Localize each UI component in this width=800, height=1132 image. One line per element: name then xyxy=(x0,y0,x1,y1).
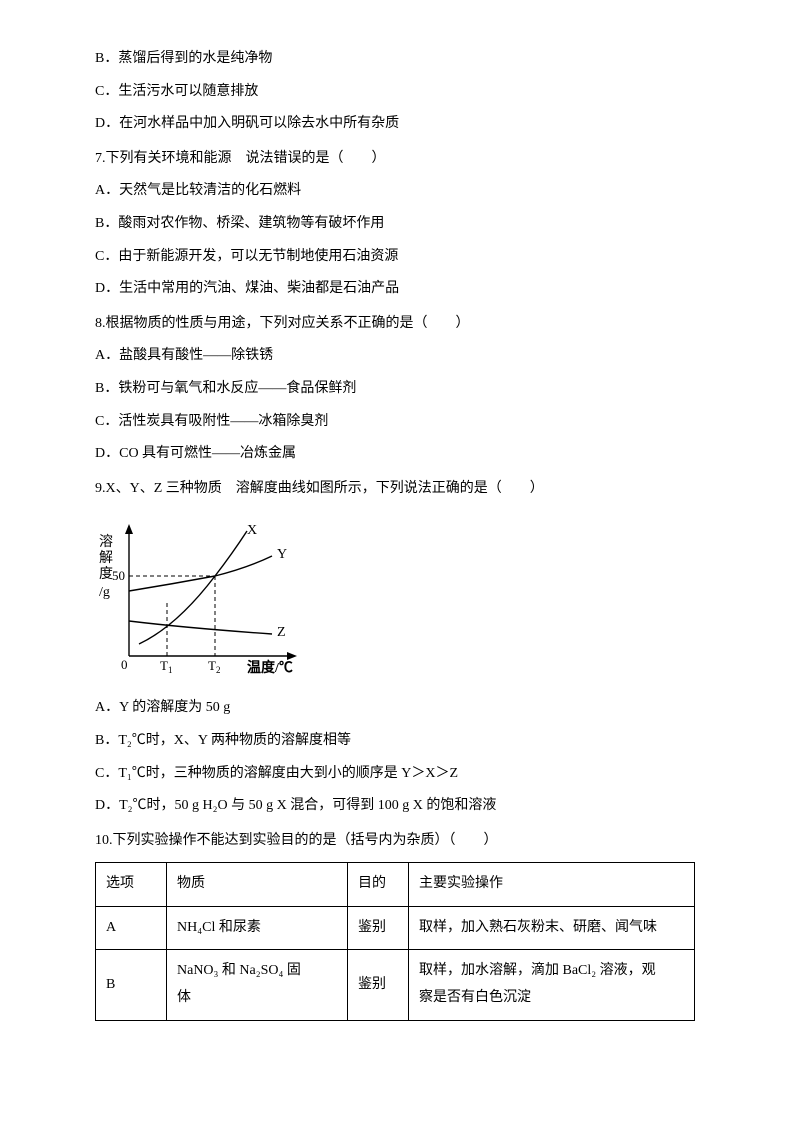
solubility-chart: 溶 解 度 /g 50 0 X Y Z T1 T2 温度/℃ xyxy=(87,516,730,681)
q8-stem: 8.根据物质的性质与用途，下列对应关系不正确的是（ ） xyxy=(95,311,730,338)
table-row: B NaNO₃ 和 Na₂SO₄ 固 体 鉴别 取样，加水溶解，滴加 BaCl₂… xyxy=(96,950,695,1020)
q8-option-a: A．盐酸具有酸性——除铁锈 xyxy=(95,343,730,370)
cell-b-op-l2: 察是否有白色沉淀 xyxy=(419,985,684,1012)
q8-option-b: B．铁粉可与氧气和水反应——食品保鲜剂 xyxy=(95,376,730,403)
chart-xtick-t1: T1 xyxy=(160,658,172,675)
q9-option-a: A．Y 的溶解度为 50 g xyxy=(95,695,730,722)
chart-curve-y xyxy=(129,556,272,591)
q9-option-c: C．T₁℃时，三种物质的溶解度由大到小的顺序是 Y＞X＞Z xyxy=(95,761,730,788)
chart-yaxis-arrow xyxy=(125,524,133,534)
q6-option-d: D．在河水样品中加入明矾可以除去水中所有杂质 xyxy=(95,111,730,138)
q7-option-c: C．由于新能源开发，可以无节制地使用石油资源 xyxy=(95,244,730,271)
cell-b-opt: B xyxy=(96,950,167,1020)
q6-option-c: C．生活污水可以随意排放 xyxy=(95,79,730,106)
chart-xaxis-arrow xyxy=(287,652,297,660)
cell-a-substance: NH₄Cl 和尿素 xyxy=(167,906,348,950)
q10-table: 选项 物质 目的 主要实验操作 A NH₄Cl 和尿素 鉴别 取样，加入熟石灰粉… xyxy=(95,862,695,1020)
q9-stem: 9.X、Y、Z 三种物质 溶解度曲线如图所示，下列说法正确的是（ ） xyxy=(95,476,730,503)
cell-a-operation: 取样，加入熟石灰粉末、研磨、闻气味 xyxy=(409,906,695,950)
cell-b-substance-l2: 体 xyxy=(177,985,337,1012)
chart-label-x: X xyxy=(247,523,257,538)
q7-option-a: A．天然气是比较清洁的化石燃料 xyxy=(95,178,730,205)
chart-xlabel: 温度/℃ xyxy=(247,659,293,676)
q9-option-d: D．T₂℃时，50 g H₂O 与 50 g X 混合，可得到 100 g X … xyxy=(95,793,730,820)
q6-option-b: B．蒸馏后得到的水是纯净物 xyxy=(95,46,730,73)
q7-option-d: D．生活中常用的汽油、煤油、柴油都是石油产品 xyxy=(95,276,730,303)
chart-ylabel-2: 解 xyxy=(99,550,113,566)
th-substance: 物质 xyxy=(167,863,348,907)
chart-ylabel-4: /g xyxy=(99,585,110,600)
q8-option-d: D．CO 具有可燃性——冶炼金属 xyxy=(95,441,730,468)
cell-a-purpose: 鉴别 xyxy=(348,906,409,950)
cell-b-operation: 取样，加水溶解，滴加 BaCl₂ 溶液，观 察是否有白色沉淀 xyxy=(409,950,695,1020)
chart-xtick-t2: T2 xyxy=(208,658,220,675)
cell-b-purpose: 鉴别 xyxy=(348,950,409,1020)
q8-option-c: C．活性炭具有吸附性——冰箱除臭剂 xyxy=(95,409,730,436)
table-header-row: 选项 物质 目的 主要实验操作 xyxy=(96,863,695,907)
q7-stem: 7.下列有关环境和能源 说法错误的是（ ） xyxy=(95,146,730,173)
chart-curve-z xyxy=(129,621,272,634)
q7-option-b: B．酸雨对农作物、桥梁、建筑物等有破坏作用 xyxy=(95,211,730,238)
chart-origin: 0 xyxy=(121,657,128,672)
chart-label-z: Z xyxy=(277,625,286,640)
cell-b-substance-l1: NaNO₃ 和 Na₂SO₄ 固 xyxy=(177,958,337,985)
cell-a-opt: A xyxy=(96,906,167,950)
cell-b-op-l1: 取样，加水溶解，滴加 BaCl₂ 溶液，观 xyxy=(419,958,684,985)
q10-stem: 10.下列实验操作不能达到实验目的的是（括号内为杂质）（ ） xyxy=(95,828,730,855)
chart-ylabel-3: 度 xyxy=(99,566,113,582)
th-operation: 主要实验操作 xyxy=(409,863,695,907)
chart-ylabel-1: 溶 xyxy=(99,534,113,550)
chart-ytick-50: 50 xyxy=(112,568,125,583)
th-option: 选项 xyxy=(96,863,167,907)
table-row: A NH₄Cl 和尿素 鉴别 取样，加入熟石灰粉末、研磨、闻气味 xyxy=(96,906,695,950)
chart-label-y: Y xyxy=(277,547,287,562)
cell-b-substance: NaNO₃ 和 Na₂SO₄ 固 体 xyxy=(167,950,348,1020)
th-purpose: 目的 xyxy=(348,863,409,907)
q9-option-b: B．T₂℃时，X、Y 两种物质的溶解度相等 xyxy=(95,728,730,755)
